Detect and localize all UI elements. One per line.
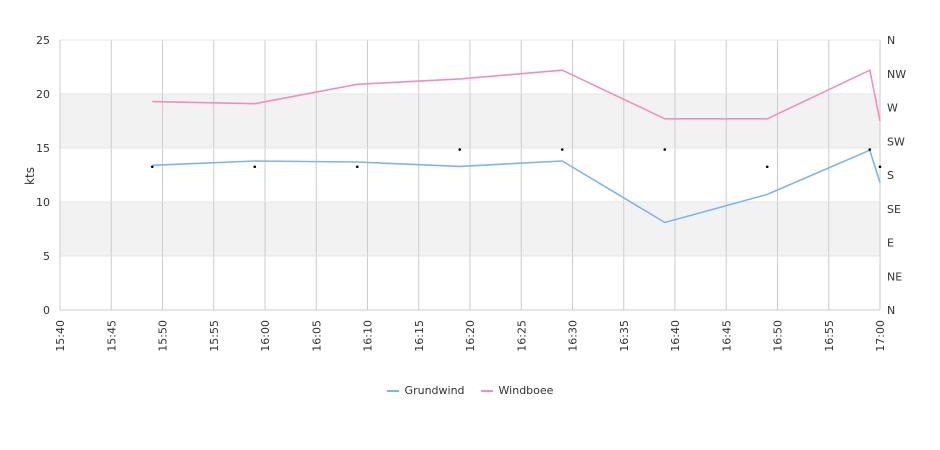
vertical-gridlines bbox=[59, 40, 881, 310]
legend: Grundwind Windboee bbox=[0, 384, 940, 397]
direction-marker bbox=[150, 165, 154, 169]
direction-tick-label: W bbox=[887, 102, 898, 115]
y-tick-label: 15 bbox=[36, 142, 50, 155]
direction-marker bbox=[253, 165, 257, 169]
direction-marker bbox=[663, 148, 667, 151]
y-tick-label: 25 bbox=[36, 34, 50, 47]
y-tick-label: 10 bbox=[36, 196, 50, 209]
direction-marker bbox=[878, 165, 882, 169]
direction-tick-label: N bbox=[887, 304, 895, 317]
x-tick-label: 16:05 bbox=[310, 320, 323, 352]
legend-item-windboee[interactable]: Windboee bbox=[480, 384, 554, 397]
direction-tick-label: NW bbox=[887, 68, 906, 81]
direction-tick-label: S bbox=[887, 169, 894, 182]
x-tick-label: 16:40 bbox=[669, 320, 682, 352]
horizontal-gridlines bbox=[59, 39, 880, 311]
x-tick-label: 15:50 bbox=[157, 320, 170, 352]
x-tick-label: 15:55 bbox=[208, 320, 221, 352]
x-tick-label: 16:20 bbox=[464, 320, 477, 352]
y-axis-label: kts bbox=[23, 167, 37, 185]
x-tick-label: 16:45 bbox=[720, 320, 733, 352]
x-tick-label: 16:15 bbox=[413, 320, 426, 352]
x-tick-label: 17:00 bbox=[874, 320, 887, 352]
direction-axis-ticks: N NE E SE S SW W NW N bbox=[887, 34, 906, 317]
legend-item-grundwind[interactable]: Grundwind bbox=[386, 384, 465, 397]
legend-swatch-windboee bbox=[480, 389, 493, 392]
direction-marker bbox=[560, 148, 564, 151]
direction-tick-label: N bbox=[887, 34, 895, 47]
direction-marker bbox=[765, 165, 769, 169]
direction-tick-label: SE bbox=[887, 203, 901, 216]
direction-marker bbox=[355, 165, 359, 169]
x-tick-label: 16:50 bbox=[772, 320, 785, 352]
y-tick-label: 20 bbox=[36, 88, 50, 101]
x-axis-ticks: 15:40 15:45 15:50 15:55 16:00 16:05 16:10 16:15… bbox=[54, 320, 887, 352]
y-axis-ticks: 0 5 10 15 20 25 bbox=[36, 34, 50, 317]
y-tick-label: 0 bbox=[43, 304, 50, 317]
direction-markers bbox=[150, 148, 882, 169]
series-line-windboee bbox=[152, 69, 881, 122]
x-tick-label: 16:30 bbox=[567, 320, 580, 352]
legend-swatch-grundwind bbox=[386, 389, 399, 392]
series-lines bbox=[152, 69, 881, 224]
y-tick-label: 5 bbox=[43, 250, 50, 263]
x-tick-label: 16:10 bbox=[362, 320, 375, 352]
direction-tick-label: NE bbox=[887, 270, 902, 283]
x-tick-label: 16:25 bbox=[515, 320, 528, 352]
series-line-grundwind bbox=[152, 149, 881, 224]
legend-label-grundwind: Grundwind bbox=[404, 384, 465, 397]
x-tick-label: 16:00 bbox=[259, 320, 272, 352]
legend-label-windboee: Windboee bbox=[498, 384, 554, 397]
direction-marker bbox=[868, 148, 872, 151]
x-tick-label: 15:40 bbox=[54, 320, 67, 352]
direction-tick-label: E bbox=[887, 237, 894, 250]
x-tick-label: 15:45 bbox=[105, 320, 118, 352]
direction-tick-label: SW bbox=[887, 135, 905, 148]
x-tick-label: 16:35 bbox=[618, 320, 631, 352]
direction-marker bbox=[458, 148, 462, 151]
x-tick-label: 16:55 bbox=[823, 320, 836, 352]
